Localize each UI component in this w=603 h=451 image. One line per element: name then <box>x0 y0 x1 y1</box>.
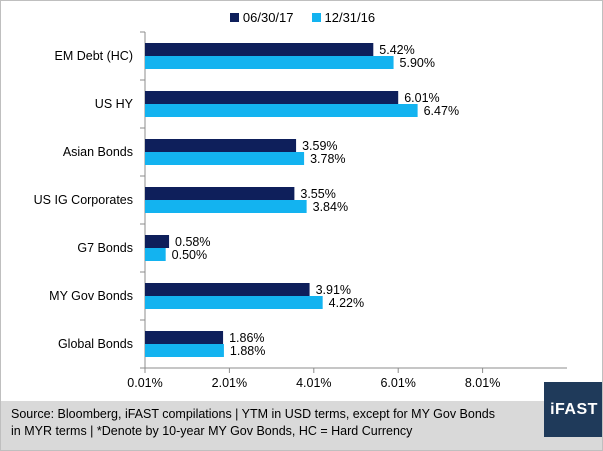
data-label-series-1: 3.59% <box>302 139 337 153</box>
legend: 06/30/17 12/31/16 <box>1 10 602 25</box>
bar-series-2 <box>145 200 307 213</box>
data-label-series-1: 3.91% <box>316 283 351 297</box>
category-label: Global Bonds <box>58 337 133 351</box>
category-label: G7 Bonds <box>77 241 133 255</box>
x-tick-label: 6.01% <box>380 376 415 390</box>
data-label-series-2: 4.22% <box>329 296 364 310</box>
category-label: US HY <box>95 97 134 111</box>
data-label-series-2: 6.47% <box>424 104 459 118</box>
category-label: EM Debt (HC) <box>55 49 133 63</box>
data-label-series-2: 3.78% <box>310 152 345 166</box>
legend-swatch-series-2 <box>311 13 321 22</box>
category-label: US IG Corporates <box>34 193 133 207</box>
legend-swatch-series-1 <box>229 13 239 22</box>
source-note: Source: Bloomberg, iFAST compilations | … <box>1 401 544 450</box>
source-line-1: Source: Bloomberg, iFAST compilations | … <box>11 407 495 421</box>
legend-label-series-1: 06/30/17 <box>242 10 294 25</box>
bar-chart: 0.01% 2.01% 4.01% 6.01% 8.01% EM Debt (HC) 5.4… <box>34 31 567 390</box>
legend-item-series-2: 12/31/16 <box>311 10 376 25</box>
bar-series-2 <box>145 56 394 69</box>
bar-series-2 <box>145 296 323 309</box>
brand-logo: iFAST <box>544 382 602 437</box>
bar-series-1 <box>145 91 399 104</box>
data-label-series-2: 5.90% <box>400 56 435 70</box>
legend-item-series-1: 06/30/17 <box>229 10 294 25</box>
category-label: MY Gov Bonds <box>49 289 133 303</box>
bar-series-1 <box>145 43 374 56</box>
bar-series-1 <box>145 187 295 200</box>
x-tick-label: 8.01% <box>465 376 500 390</box>
data-label-series-1: 5.42% <box>379 43 414 57</box>
data-label-series-1: 3.55% <box>300 187 335 201</box>
bar-series-2 <box>145 344 224 357</box>
x-tick-label: 2.01% <box>212 376 247 390</box>
source-line-2: in MYR terms | *Denote by 10-year MY Gov… <box>11 424 413 438</box>
bar-series-2 <box>145 248 166 261</box>
data-label-series-1: 6.01% <box>404 91 439 105</box>
footer: Source: Bloomberg, iFAST compilations | … <box>1 382 602 450</box>
bar-series-2 <box>145 104 418 117</box>
bar-series-1 <box>145 139 297 152</box>
bar-series-2 <box>145 152 305 165</box>
x-tick-label: 4.01% <box>296 376 331 390</box>
bar-series-1 <box>145 331 224 344</box>
data-label-series-1: 0.58% <box>175 235 210 249</box>
data-label-series-2: 3.84% <box>313 200 348 214</box>
x-tick-label: 0.01% <box>127 376 162 390</box>
category-label: Asian Bonds <box>63 145 133 159</box>
bar-series-1 <box>145 235 170 248</box>
bar-series-1 <box>145 283 310 296</box>
data-label-series-1: 1.86% <box>229 331 264 345</box>
data-label-series-2: 1.88% <box>230 344 265 358</box>
legend-label-series-2: 12/31/16 <box>324 10 376 25</box>
data-label-series-2: 0.50% <box>172 248 207 262</box>
